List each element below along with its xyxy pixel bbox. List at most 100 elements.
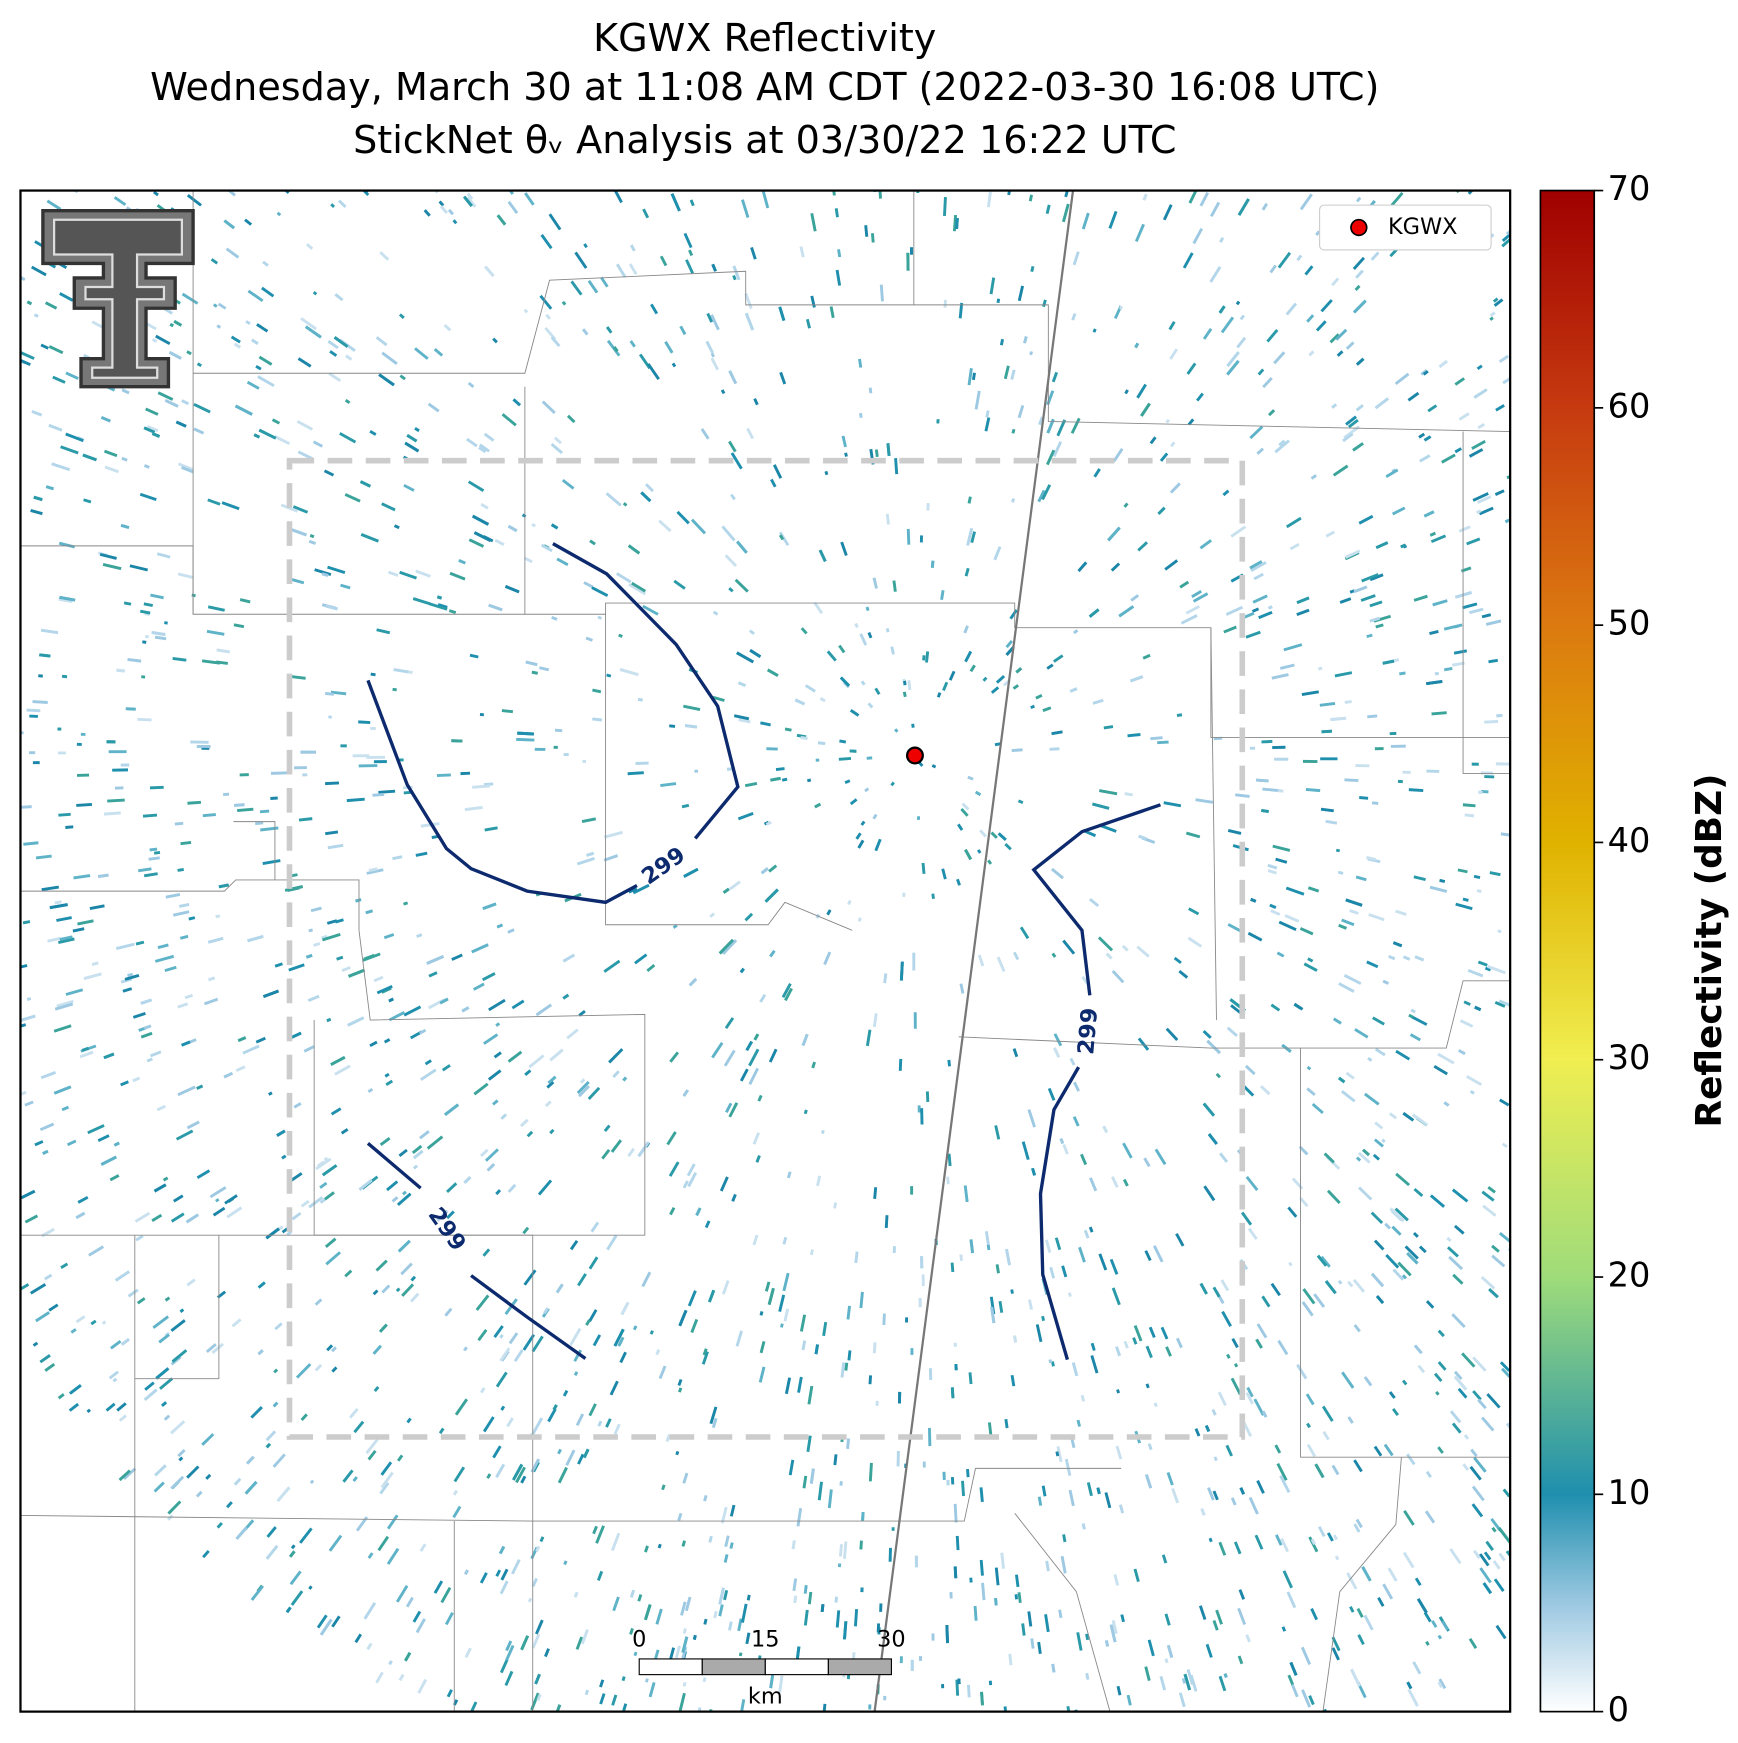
radar-return [644, 1678, 649, 1683]
radar-return [1390, 192, 1404, 207]
radar-return [139, 609, 151, 615]
radar-return [977, 954, 985, 967]
radar-return [164, 1296, 171, 1302]
radar-return [77, 1195, 89, 1204]
radar-return [290, 1590, 304, 1606]
radar-return [1071, 313, 1077, 321]
radar-return [1343, 974, 1362, 985]
radar-return [556, 557, 569, 567]
radar-return [1112, 448, 1124, 462]
radar-return [101, 1320, 107, 1325]
radar-return [297, 450, 314, 461]
radar-return [312, 291, 318, 296]
radar-return [1230, 1004, 1242, 1014]
radar-return [960, 808, 969, 817]
radar-return [1418, 1245, 1427, 1254]
radar-return [473, 531, 492, 543]
radar-return [68, 1402, 80, 1412]
radar-return [48, 423, 63, 432]
radar-return [463, 1346, 468, 1352]
radar-return [26, 708, 41, 713]
radar-return [911, 723, 915, 728]
radar-return [1111, 1287, 1121, 1306]
radar-return [1497, 929, 1502, 934]
radar-return [253, 433, 261, 439]
radar-return [327, 843, 344, 850]
radar-return [1049, 1266, 1056, 1279]
radar-return [83, 972, 102, 981]
radar-return [735, 1330, 743, 1347]
radar-return [1389, 731, 1397, 736]
radar-return [1054, 1237, 1062, 1251]
radar-return [724, 1017, 735, 1029]
radar-return [156, 1104, 166, 1112]
radar-return [1413, 1344, 1423, 1355]
radar-return [34, 1140, 44, 1147]
radar-return [971, 372, 976, 381]
radar-return [1080, 1153, 1088, 1166]
radar-return [480, 503, 489, 510]
radar-return [118, 1469, 131, 1482]
radar-return [1495, 404, 1505, 412]
radar-return [1166, 1644, 1174, 1658]
radar-return [114, 1270, 130, 1282]
radar-return [1285, 886, 1305, 896]
radar-return [478, 446, 487, 454]
radar-return [188, 916, 196, 921]
radar-return [620, 1301, 630, 1316]
radar-return [1257, 368, 1265, 376]
radar-return [1137, 1037, 1150, 1051]
radar-return [1004, 843, 1012, 851]
radar-return [1313, 1293, 1326, 1308]
radar-return [373, 1385, 380, 1392]
radar-return [1215, 1609, 1223, 1625]
radar-return [608, 1048, 624, 1064]
radar-return [989, 277, 996, 295]
radar-return [498, 1545, 506, 1555]
radar-return [379, 251, 390, 261]
radar-return [807, 1591, 813, 1605]
radar-return [384, 1072, 390, 1078]
radar-return [1355, 1156, 1362, 1162]
radar-return [578, 1085, 590, 1098]
radar-return [1395, 909, 1407, 916]
radar-return [354, 1633, 363, 1644]
radar-return [575, 1413, 585, 1427]
radar-return [171, 1349, 188, 1363]
radar-return [1070, 1438, 1076, 1449]
radar-return [517, 731, 534, 736]
radar-return [1262, 787, 1282, 793]
radar-return [1466, 1075, 1483, 1087]
radar-return [1221, 1310, 1232, 1327]
radar-return [990, 686, 1000, 694]
radar-return [330, 1055, 346, 1066]
radar-return [180, 840, 192, 846]
radar-return [1498, 354, 1510, 363]
radar-return [1353, 299, 1367, 314]
radar-return [849, 709, 860, 717]
radar-return [124, 974, 140, 981]
radar-return [385, 1079, 394, 1087]
radar-return [600, 276, 609, 288]
radar-return [1072, 251, 1080, 266]
radar-return [366, 1642, 373, 1651]
radar-return [1088, 1011, 1096, 1021]
colorbar-label: Reflectivity (dBZ) [1689, 774, 1730, 1128]
radar-return [172, 910, 190, 917]
contour-labels: 299 299 299 [423, 842, 1103, 1256]
radar-return [942, 1471, 946, 1481]
radar-return [1041, 484, 1052, 501]
radar-return [331, 1366, 338, 1373]
radar-return [33, 495, 43, 502]
radar-return [678, 1692, 686, 1712]
radar-return [883, 1695, 887, 1701]
radar-return [1471, 440, 1486, 450]
radar-return [1367, 714, 1378, 719]
radar-return [584, 1689, 590, 1696]
radar-return [1277, 789, 1284, 793]
radar-return [201, 659, 221, 665]
radar-return [522, 1333, 536, 1351]
radar-return [1439, 878, 1446, 883]
radar-return [814, 1344, 819, 1355]
radar-return [534, 747, 546, 751]
